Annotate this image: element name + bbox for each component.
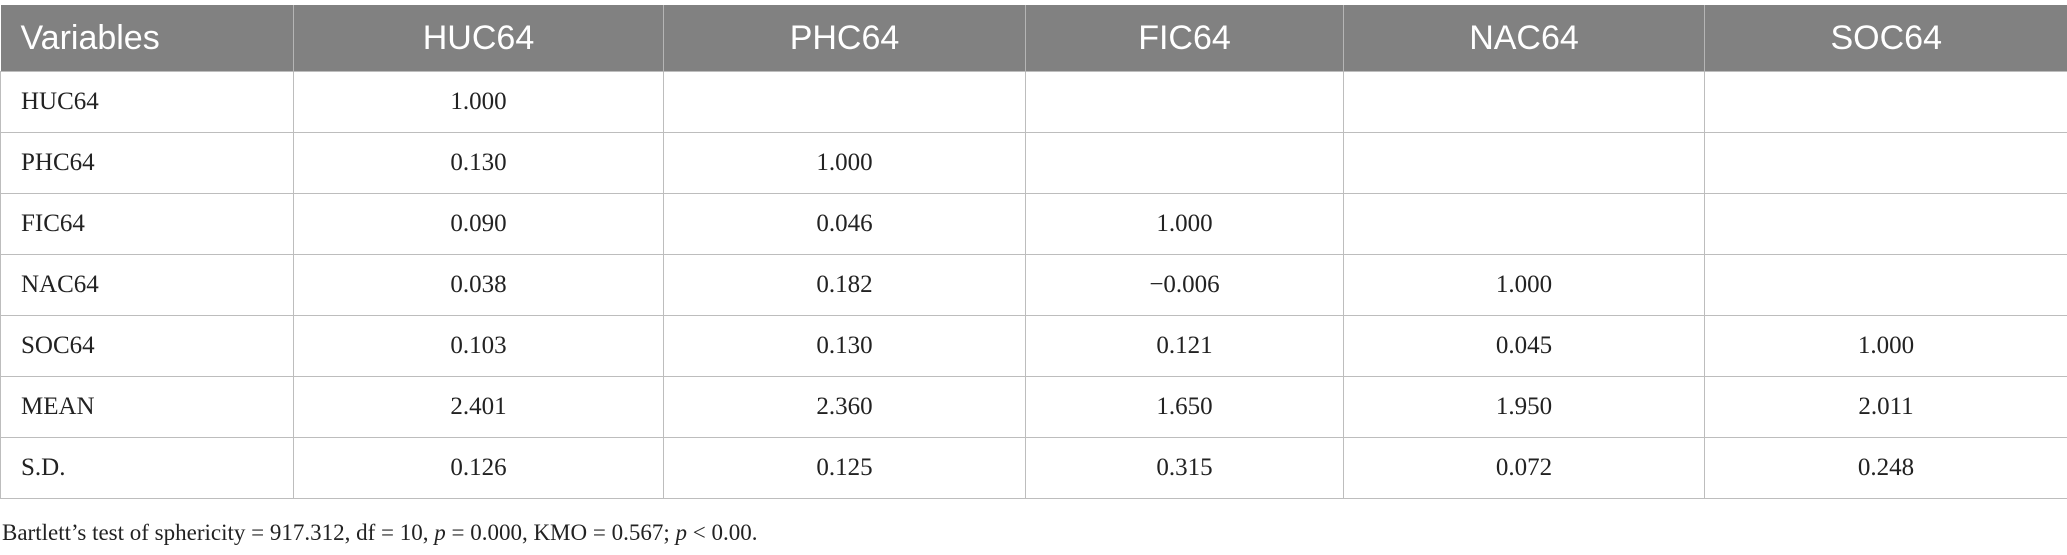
header-cell: PHC64 xyxy=(663,5,1026,72)
table-body: HUC64 1.000 PHC64 0.130 1.000 FIC64 0.090 0.046… xyxy=(0,71,2067,499)
header-cell: NAC64 xyxy=(1343,5,1705,72)
header-cell: SOC64 xyxy=(1704,5,2067,72)
footnote-italic: p xyxy=(675,520,687,545)
cell xyxy=(1704,132,2067,194)
row-label: SOC64 xyxy=(0,315,294,377)
correlation-table: Variables HUC64 PHC64 FIC64 NAC64 SOC64 HUC64… xyxy=(0,5,2067,499)
table-row: MEAN 2.401 2.360 1.650 1.950 2.011 xyxy=(0,376,2067,438)
cell: 2.360 xyxy=(663,376,1026,438)
cell: 0.130 xyxy=(663,315,1026,377)
row-label: S.D. xyxy=(0,437,294,499)
cell: 0.045 xyxy=(1343,315,1705,377)
table-row: NAC64 0.038 0.182 −0.006 1.000 xyxy=(0,254,2067,316)
footnote-text: Bartlett’s test of sphericity = 917.312,… xyxy=(2,520,435,545)
cell xyxy=(1343,193,1705,255)
row-label: HUC64 xyxy=(0,71,294,133)
cell: 1.000 xyxy=(1025,193,1344,255)
cell: 0.126 xyxy=(293,437,664,499)
header-cell: HUC64 xyxy=(293,5,664,72)
cell: 1.000 xyxy=(293,71,664,133)
cell: 0.125 xyxy=(663,437,1026,499)
footnote-italic: p xyxy=(434,520,446,545)
cell: 1.000 xyxy=(1704,315,2067,377)
row-label: FIC64 xyxy=(0,193,294,255)
cell xyxy=(1343,132,1705,194)
cell: 1.650 xyxy=(1025,376,1344,438)
cell xyxy=(1343,71,1705,133)
row-label: NAC64 xyxy=(0,254,294,316)
cell: 0.103 xyxy=(293,315,664,377)
cell: 0.038 xyxy=(293,254,664,316)
cell xyxy=(663,71,1026,133)
header-cell: Variables xyxy=(0,5,294,72)
header-row: Variables HUC64 PHC64 FIC64 NAC64 SOC64 xyxy=(0,5,2067,72)
cell: 2.011 xyxy=(1704,376,2067,438)
cell: 0.130 xyxy=(293,132,664,194)
header-cell: FIC64 xyxy=(1025,5,1344,72)
footnote-text: < 0.00. xyxy=(686,520,758,545)
cell: −0.006 xyxy=(1025,254,1344,316)
table-row: HUC64 1.000 xyxy=(0,71,2067,133)
cell: 0.090 xyxy=(293,193,664,255)
cell: 0.315 xyxy=(1025,437,1344,499)
table-row: PHC64 0.130 1.000 xyxy=(0,132,2067,194)
cell: 0.248 xyxy=(1704,437,2067,499)
cell: 0.072 xyxy=(1343,437,1705,499)
row-label: PHC64 xyxy=(0,132,294,194)
footnote-text: = 0.000, KMO = 0.567; xyxy=(445,520,676,545)
table-row: FIC64 0.090 0.046 1.000 xyxy=(0,193,2067,255)
cell: 2.401 xyxy=(293,376,664,438)
cell: 1.950 xyxy=(1343,376,1705,438)
cell: 1.000 xyxy=(1343,254,1705,316)
cell: 1.000 xyxy=(663,132,1026,194)
row-label: MEAN xyxy=(0,376,294,438)
cell xyxy=(1025,71,1344,133)
cell xyxy=(1704,193,2067,255)
cell xyxy=(1704,71,2067,133)
table-row: SOC64 0.103 0.130 0.121 0.045 1.000 xyxy=(0,315,2067,377)
cell xyxy=(1704,254,2067,316)
cell: 0.121 xyxy=(1025,315,1344,377)
cell: 0.046 xyxy=(663,193,1026,255)
table-row: S.D. 0.126 0.125 0.315 0.072 0.248 xyxy=(0,437,2067,499)
cell: 0.182 xyxy=(663,254,1026,316)
cell xyxy=(1025,132,1344,194)
footnote: Bartlett’s test of sphericity = 917.312,… xyxy=(2,520,757,546)
